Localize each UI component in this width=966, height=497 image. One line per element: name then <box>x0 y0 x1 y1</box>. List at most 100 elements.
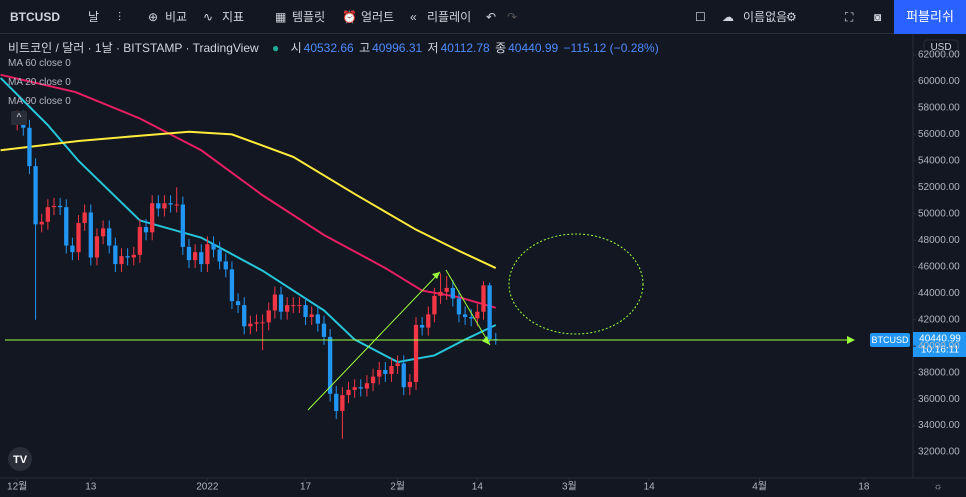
chart-style-icon[interactable]: ⫶ <box>118 10 122 24</box>
settings-icon[interactable]: ☼ <box>933 482 942 493</box>
candle-body <box>469 317 474 319</box>
arrow-head <box>847 336 855 344</box>
moving-average <box>0 73 497 309</box>
candle-body <box>334 393 339 412</box>
candle-body <box>432 295 437 315</box>
collapse-icon[interactable]: ^ <box>17 113 22 124</box>
price-tag <box>913 332 966 357</box>
candle-body <box>321 323 327 337</box>
candle-body <box>370 376 376 384</box>
alert[interactable]: 얼러트 <box>361 10 395 24</box>
x-tick-label: 14 <box>472 482 484 493</box>
moving-average <box>0 130 497 269</box>
candle-body <box>487 285 492 340</box>
settings[interactable]: ⚙ <box>786 10 797 24</box>
x-tick-label: 2022 <box>196 482 219 493</box>
legend-label: 고 <box>359 41 371 55</box>
candle-body <box>174 204 179 206</box>
candle-body <box>107 228 112 246</box>
candle-body <box>119 256 124 265</box>
candle-body <box>413 324 419 382</box>
x-tick-label: 13 <box>85 482 97 493</box>
candle-body <box>358 387 363 389</box>
candle-body <box>186 246 192 261</box>
plot <box>0 73 498 439</box>
candle-body <box>192 252 198 261</box>
currency[interactable]: USD <box>930 42 951 53</box>
candle-body <box>217 249 222 262</box>
candle-body <box>475 311 480 319</box>
candle-body <box>340 395 345 412</box>
replay-icon[interactable]: « <box>410 10 417 24</box>
x-tick-label: 17 <box>300 482 312 493</box>
x-tick-label: 14 <box>644 482 656 493</box>
arrow-head <box>432 272 440 279</box>
cloud-icon[interactable]: ☁ <box>722 10 734 24</box>
candle-body <box>407 381 413 388</box>
legend-title: 비트코인 / 달러 · 1날 · BITSTAMP · TradingView <box>8 41 259 55</box>
legend-value: 40532.66 <box>303 41 354 55</box>
candle-body <box>426 314 431 328</box>
countdown: 10:16:11 <box>921 345 960 356</box>
currency-button[interactable] <box>923 39 959 55</box>
candle-body <box>223 261 228 270</box>
collapse-button[interactable] <box>11 111 27 125</box>
candle-body <box>33 166 38 225</box>
legend-label: 종 <box>495 41 507 55</box>
candle-body <box>150 203 155 233</box>
compare-icon[interactable]: ⊕ <box>148 10 159 24</box>
toolbar: BTCUSD 날 ⫶ ⊕ 비교 ∿ 지표 ▦ 템플릿 ⏰ 얼러트 « 리플레이 … <box>0 0 966 34</box>
legend-value: 40440.99 <box>508 41 559 55</box>
candle-body <box>364 383 370 389</box>
fullscreen[interactable]: ⛶ <box>845 10 854 24</box>
ma-legend: MA 90 close 0 <box>8 96 71 107</box>
candle-body <box>395 363 400 367</box>
y-tick-label: 38000.00 <box>918 367 960 378</box>
candle-body <box>131 254 136 258</box>
x-tick-label: 18 <box>858 482 870 493</box>
ma-legend: MA 60 close 0 <box>8 58 71 69</box>
candle-body <box>272 294 278 311</box>
indicators[interactable]: 지표 <box>222 10 245 24</box>
candle-body <box>456 298 462 315</box>
publish-button[interactable]: 퍼블리쉬 <box>894 0 966 34</box>
candle-body <box>51 205 57 208</box>
legend-change: −115.12 (−0.28%) <box>563 41 659 55</box>
candle-body <box>27 127 32 167</box>
layout-icon[interactable]: ☐ <box>695 10 706 24</box>
candle-body <box>383 369 388 374</box>
templates-icon[interactable]: ▦ <box>275 10 287 24</box>
y-tick-label: 60000.00 <box>918 76 960 87</box>
templates[interactable]: 템플릿 <box>292 10 326 24</box>
snapshot[interactable]: ◙ <box>874 10 882 24</box>
symbol[interactable]: BTCUSD <box>10 10 60 24</box>
y-tick-label: 46000.00 <box>918 261 960 272</box>
symbol-tag <box>870 333 910 347</box>
legend: 비트코인 / 달러 · 1날 · BITSTAMP · TradingView … <box>8 39 661 56</box>
candle-body <box>205 244 210 265</box>
y-tick-label: 40000.00 <box>918 341 960 352</box>
y-tick-label: 32000.00 <box>918 447 960 458</box>
candle-body <box>260 322 265 324</box>
candle-body <box>199 252 204 265</box>
y-tick-label: 44000.00 <box>918 288 960 299</box>
undo[interactable]: ↶ <box>486 10 497 24</box>
replay[interactable]: 리플레이 <box>427 10 472 24</box>
redo[interactable]: ↷ <box>507 10 518 24</box>
candle-body <box>462 314 468 318</box>
candle-body <box>254 322 259 324</box>
moving-average <box>0 77 497 364</box>
indicators-icon[interactable]: ∿ <box>203 10 214 24</box>
candle-body <box>168 203 173 205</box>
legend-label: 시 <box>290 41 302 55</box>
price-tag-text: 40440.99 <box>919 334 961 345</box>
compare[interactable]: 비교 <box>165 10 188 24</box>
layout-name[interactable]: 이름없음 <box>743 10 788 24</box>
interval[interactable]: 날 <box>88 10 100 24</box>
y-tick-label: 48000.00 <box>918 235 960 246</box>
x-tick-label: 2월 <box>390 481 405 493</box>
candle-body <box>303 305 308 318</box>
alert-icon[interactable]: ⏰ <box>342 10 357 24</box>
y-tick-label: 62000.00 <box>918 50 960 61</box>
